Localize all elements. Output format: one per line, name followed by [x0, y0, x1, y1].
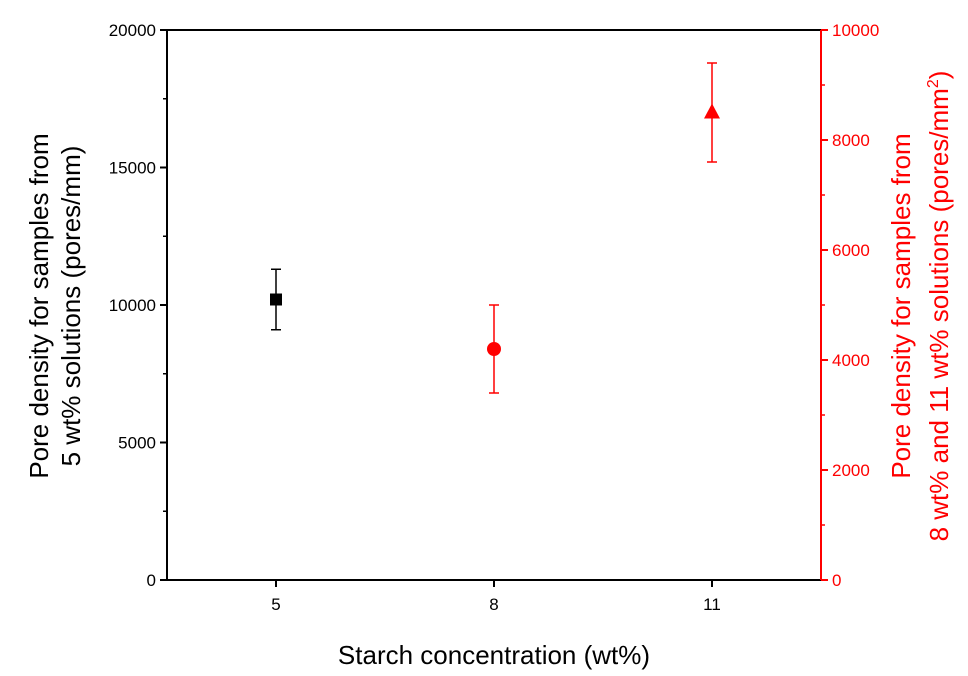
left-y-tick-label: 15000: [109, 159, 156, 178]
right-y-tick-label: 4000: [832, 351, 870, 370]
right-y-tick-label: 6000: [832, 241, 870, 260]
right-y-axis-title-close: ): [924, 71, 954, 80]
data-point-triangle: [704, 103, 720, 119]
x-tick-label: 5: [271, 595, 280, 614]
right-y-tick-label: 8000: [832, 131, 870, 150]
right-y-tick-label: 0: [832, 571, 841, 590]
data-point-square: [270, 293, 282, 306]
left-y-tick-label: 0: [147, 571, 156, 590]
left-y-tick-label: 10000: [109, 296, 156, 315]
right-y-axis-title-main: 8 wt% and 11 wt% solutions (pores/mm: [924, 88, 954, 541]
left-y-tick-label: 20000: [109, 21, 156, 40]
left-y-axis-title-line1: Pore density for samples from: [24, 133, 54, 478]
right-y-tick-label: 2000: [832, 461, 870, 480]
right-y-axis-title-superscript: 2: [925, 79, 942, 88]
data-point-circle: [487, 342, 501, 356]
plot-layer: 0 5000 10000 15000 20000 0 2000 4000 6000 8000 100…: [109, 21, 880, 614]
right-y-axis-title-line1: Pore density for samples from: [886, 133, 916, 478]
x-tick-label: 8: [489, 595, 498, 614]
right-y-axis-title-line2: 8 wt% and 11 wt% solutions (pores/mm2): [924, 71, 954, 542]
x-axis-title: Starch concentration (wt%): [338, 640, 650, 670]
left-y-axis-title-line2: 5 wt% solutions (pores/mm): [56, 146, 86, 467]
left-y-tick-label: 5000: [118, 434, 156, 453]
right-y-tick-label: 10000: [832, 21, 879, 40]
x-tick-label: 11: [703, 595, 721, 614]
